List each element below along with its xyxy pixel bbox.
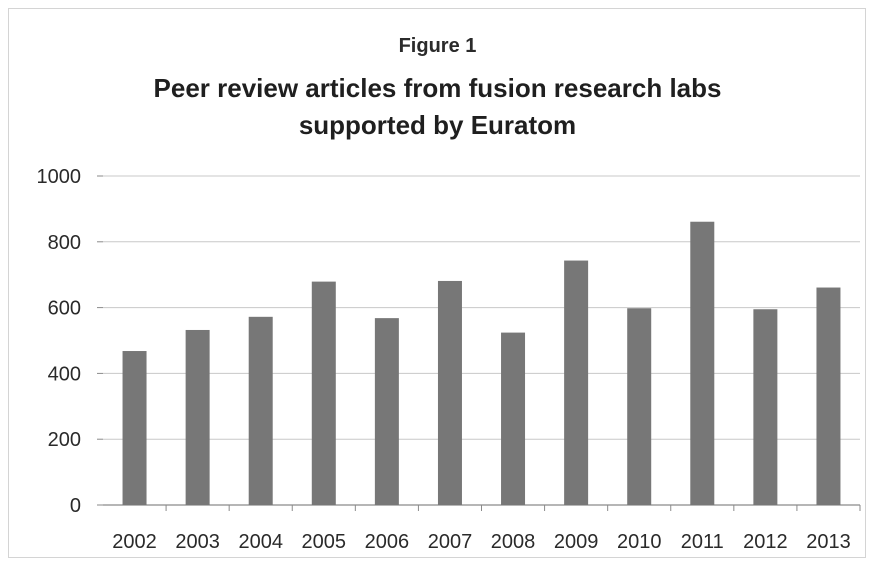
y-tick-label: 1000 (37, 166, 82, 188)
x-tick-label: 2013 (806, 531, 851, 553)
x-tick-label: 2006 (365, 531, 410, 553)
bar-2002 (122, 351, 147, 505)
x-tick-label: 2011 (681, 531, 724, 553)
bar-2005 (311, 281, 336, 505)
y-tick-label: 0 (70, 495, 81, 517)
bar-2013 (816, 287, 841, 505)
bar-2007 (437, 280, 462, 505)
x-tick-label: 2012 (743, 531, 788, 553)
chart-frame (8, 8, 866, 558)
bar-2003 (185, 329, 210, 505)
x-tick-label: 2002 (112, 531, 157, 553)
x-tick-label: 2007 (428, 531, 473, 553)
x-tick-label: 2004 (238, 531, 283, 553)
bar-2008 (501, 332, 526, 505)
x-tick-label: 2003 (175, 531, 220, 553)
y-tick-label: 400 (48, 363, 81, 385)
y-tick-label: 800 (48, 232, 81, 254)
x-tick-label: 2008 (491, 531, 536, 553)
bar-2009 (564, 260, 589, 505)
chart-title: Peer review articles from fusion researc… (153, 73, 722, 140)
figure-label: Figure 1 (398, 35, 477, 57)
x-tick-label: 2010 (617, 531, 662, 553)
y-tick-label: 200 (48, 429, 81, 451)
x-tick-label: 2005 (302, 531, 347, 553)
y-tick-label: 600 (48, 298, 81, 320)
bar-2011 (690, 221, 715, 505)
bar-2006 (374, 318, 399, 505)
x-tick-label: 2009 (554, 531, 599, 553)
bar-2004 (248, 316, 273, 505)
bar-2010 (627, 308, 652, 505)
bar-2012 (753, 309, 778, 505)
